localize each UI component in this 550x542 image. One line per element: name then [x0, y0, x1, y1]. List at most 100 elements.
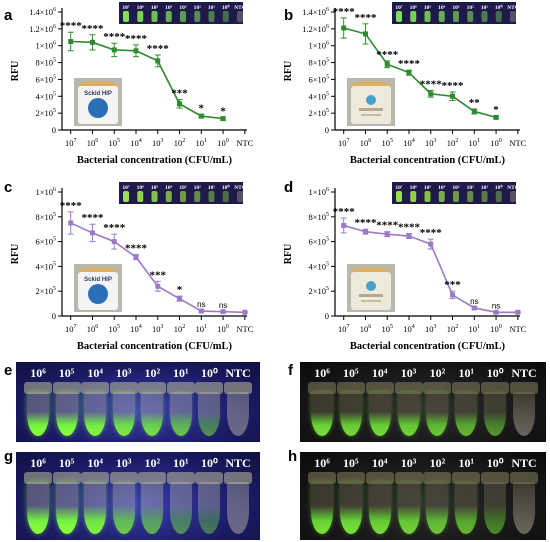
inset-tube: [194, 11, 201, 22]
y-tick-label: 6×105: [308, 74, 329, 84]
inset-tube: [424, 11, 431, 22]
reaction-tube: [55, 392, 78, 436]
significance-label: ****: [420, 78, 443, 90]
y-tick-label: 1×106: [308, 41, 329, 51]
inset-tube-label: 10⁵: [424, 185, 432, 191]
inset-tube-label: NTC: [507, 5, 519, 11]
x-tick-label: 106: [360, 138, 372, 148]
y-tick-label: 4×105: [308, 91, 329, 101]
significance-label: ****: [420, 227, 443, 239]
chart-panel-d: d 0 2×105 4×105 6×105 8×105 1×106 RFU 107 106 105 1…: [283, 179, 527, 352]
panel-letter-c: c: [4, 179, 12, 196]
tube-label: 10⁰: [201, 366, 218, 380]
tube-photo-f: 10⁶ 10⁵ 10⁴ 10³ 10² 10¹ 10⁰ NTC: [300, 362, 546, 442]
inset-tube: [467, 191, 474, 202]
reaction-tube: [55, 482, 78, 534]
x-tick-label: 104: [403, 324, 415, 334]
inset-tube-label: 10⁰: [495, 4, 504, 11]
x-tick-label: NTC: [509, 138, 526, 148]
inset-tube: [495, 11, 502, 22]
x-tick-label: 101: [196, 324, 208, 334]
inset-tube-label: 10⁶: [137, 185, 145, 191]
data-point: [450, 93, 456, 99]
tube-cap: [81, 472, 110, 484]
significance-label: ns: [197, 300, 205, 309]
tube-cap: [394, 472, 423, 484]
y-tick-label: 1×106: [308, 187, 329, 197]
inset-tube: [180, 191, 186, 202]
y-tick-label: 1.4×106: [302, 7, 329, 17]
tube-label: 10⁴: [87, 456, 103, 470]
reaction-tube: [426, 392, 449, 436]
tube-cap: [81, 382, 110, 394]
tube-cap: [138, 472, 167, 484]
data-point: [111, 47, 117, 53]
x-tick-label: 100: [217, 324, 229, 334]
reaction-tube: [513, 392, 535, 436]
inset-tube: [410, 191, 417, 202]
inset-tube-label: 10¹: [208, 5, 216, 11]
data-point: [198, 113, 204, 119]
inset-tube-label: 10⁷: [395, 185, 403, 191]
data-point: [450, 292, 456, 298]
inset-tube: [467, 11, 474, 22]
tube-photo-h: 10⁶ 10⁵ 10⁴ 10³ 10² 10¹ 10⁰ NTC: [300, 452, 546, 540]
data-point: [89, 230, 95, 236]
significance-label: ****: [354, 12, 377, 24]
reaction-tube: [169, 392, 192, 436]
x-tick-label: 102: [447, 138, 459, 148]
x-tick-label: 107: [65, 324, 77, 334]
can-text-line: [361, 300, 381, 302]
tube-label: 10⁵: [58, 366, 75, 380]
data-point: [341, 222, 347, 228]
tube-label: 10¹: [173, 366, 189, 380]
data-point: [220, 116, 226, 122]
panel-letter-a: a: [4, 7, 13, 24]
significance-label: ****: [81, 23, 104, 35]
data-point: [111, 239, 117, 245]
tube-cap: [394, 382, 423, 394]
tube-cap: [510, 472, 538, 484]
tube-label: 10⁴: [87, 366, 103, 380]
tube-cap: [308, 472, 336, 484]
x-tick-label: NTC: [236, 324, 253, 334]
tube-label: NTC: [225, 456, 251, 470]
inset-tube: [510, 11, 516, 22]
tube-label: 10³: [400, 366, 417, 380]
reaction-tube: [484, 482, 507, 534]
inset-tube: [208, 191, 215, 202]
data-point: [384, 61, 390, 67]
data-point: [406, 233, 412, 239]
significance-label: *: [493, 104, 499, 116]
tube-label: 10⁰: [486, 366, 504, 380]
inset-tube-label: 10⁷: [395, 5, 403, 11]
tube-label: 10¹: [458, 456, 475, 470]
inset-tube-label: 10⁶: [410, 185, 418, 191]
y-tick-label: 0: [52, 125, 56, 135]
inset-tube: [165, 191, 172, 202]
inset-tube: [438, 11, 445, 22]
inset-tube: [137, 191, 144, 202]
x-tick-label: 106: [87, 138, 99, 148]
tube-label: 10⁰: [486, 456, 504, 470]
y-tick-label: 2×105: [35, 108, 56, 118]
data-point: [428, 241, 434, 247]
inset-tube-label: 10³: [452, 5, 460, 11]
inset-tube: [237, 11, 243, 22]
inset-tube-label: 10⁴: [438, 5, 446, 11]
inset-tube: [481, 11, 488, 22]
y-tick-label: 1.4×106: [29, 7, 56, 17]
reaction-tube: [397, 482, 420, 534]
significance-label: ****: [147, 43, 170, 55]
tube-label: 10³: [400, 456, 417, 470]
can-text-line: [359, 294, 383, 297]
tube-label: 10³: [115, 456, 132, 470]
reaction-tube: [368, 392, 391, 436]
tube-cap: [481, 382, 510, 394]
y-tick-label: 4×105: [35, 261, 56, 271]
significance-label: *: [177, 284, 183, 296]
x-tick-label: 100: [217, 138, 229, 148]
x-tick-label: 103: [425, 138, 437, 148]
significance-label: ****: [398, 58, 421, 70]
x-tick-label: 103: [152, 324, 164, 334]
